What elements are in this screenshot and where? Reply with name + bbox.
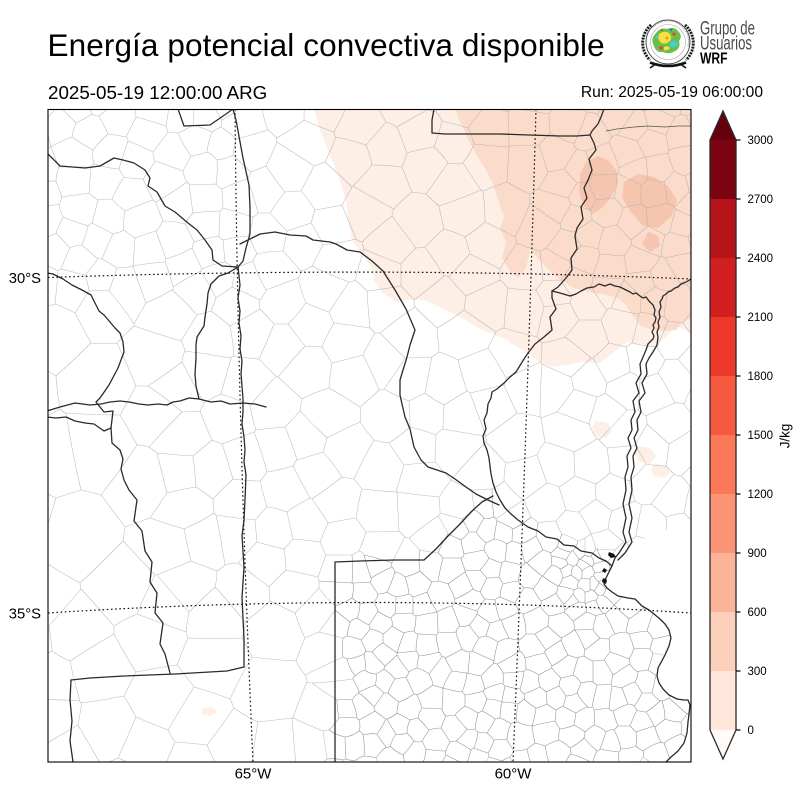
svg-text:35°S: 35°S: [9, 607, 41, 623]
svg-text:2700: 2700: [748, 194, 774, 206]
svg-text:600: 600: [748, 607, 767, 619]
svg-text:3000: 3000: [748, 135, 774, 147]
svg-text:2100: 2100: [748, 312, 774, 324]
svg-text:1200: 1200: [748, 489, 774, 501]
svg-text:J/kg: J/kg: [778, 424, 793, 449]
svg-text:WRF: WRF: [700, 49, 728, 67]
svg-text:1800: 1800: [748, 371, 774, 383]
svg-text:Usuarios: Usuarios: [700, 33, 752, 54]
svg-text:300: 300: [748, 666, 767, 678]
svg-text:0: 0: [748, 725, 754, 737]
svg-text:Grupo de: Grupo de: [700, 18, 755, 39]
svg-text:900: 900: [748, 548, 767, 560]
svg-text:2400: 2400: [748, 253, 774, 265]
svg-text:30°S: 30°S: [9, 271, 41, 287]
svg-text:65°W: 65°W: [235, 766, 273, 783]
svg-text:1500: 1500: [748, 430, 774, 442]
svg-text:60°W: 60°W: [495, 766, 533, 783]
